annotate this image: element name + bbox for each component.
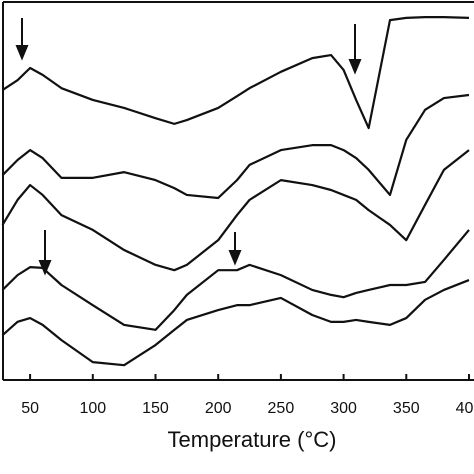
x-tick-label: 300 (330, 400, 357, 417)
x-tick-label: 400 (456, 400, 474, 417)
curve (1, 279, 470, 367)
curve (1, 229, 470, 331)
x-tick-label: 350 (393, 400, 420, 417)
x-tick-label: 200 (205, 400, 232, 417)
x-tick-label: 250 (268, 400, 295, 417)
curve (1, 16, 470, 130)
x-tick-label: 100 (79, 400, 106, 417)
x-tick-label: 50 (21, 400, 39, 417)
arrow-head (228, 250, 242, 266)
curve (1, 149, 470, 272)
x-tick-label: 150 (142, 400, 169, 417)
arrow-head (15, 45, 29, 61)
x-axis-label: Temperature (°C) (168, 427, 337, 452)
arrows (15, 18, 362, 276)
curve (1, 93, 470, 200)
arrow-head (348, 59, 362, 75)
